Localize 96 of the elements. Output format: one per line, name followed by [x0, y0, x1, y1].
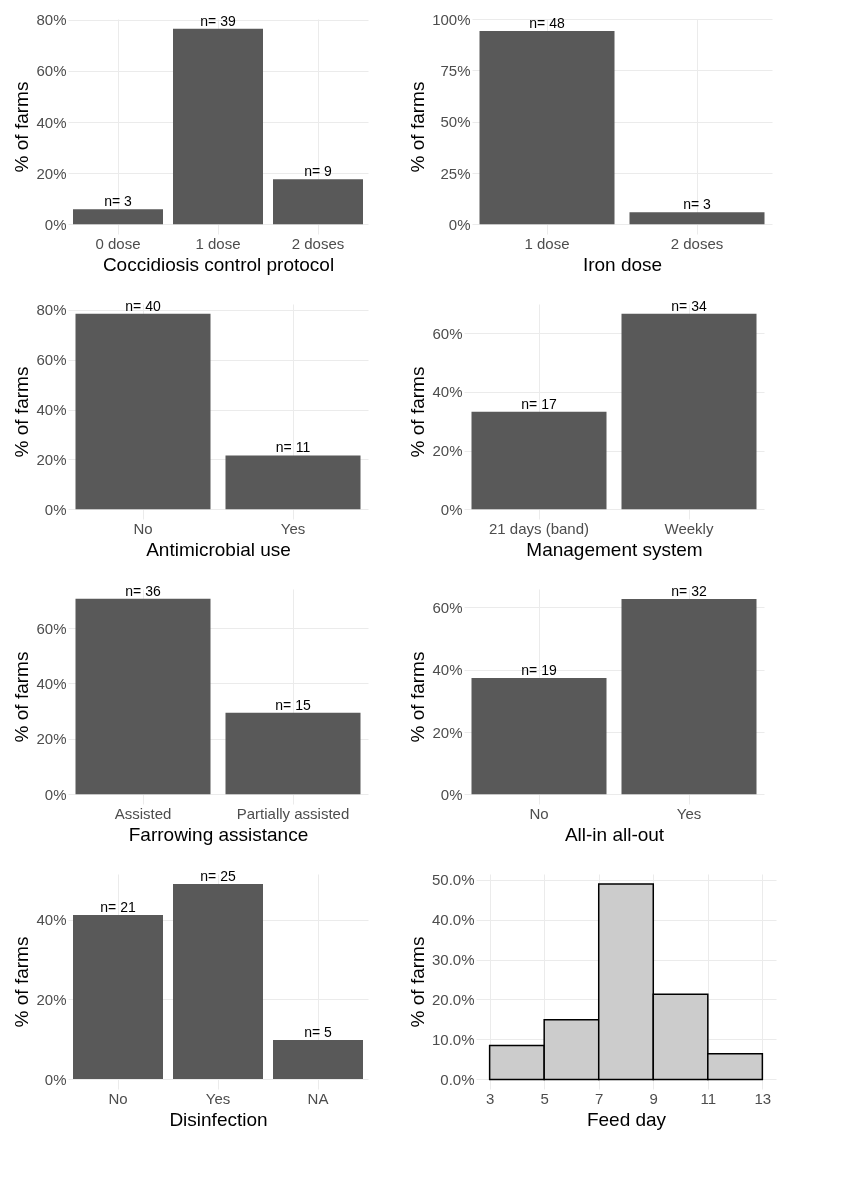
- y-tick-label: 20%: [36, 990, 67, 1008]
- x-axis-title: Disinfection: [169, 1108, 268, 1130]
- y-tick-label: 40%: [36, 401, 67, 418]
- y-axis-title: % of farms: [11, 936, 33, 1028]
- x-tick-label: 11: [700, 1089, 717, 1107]
- y-tick-label: 0%: [44, 500, 67, 518]
- y-tick-label: 40%: [36, 113, 67, 131]
- y-axis-title: % of farms: [407, 651, 429, 743]
- annotation: n= 32: [671, 582, 707, 599]
- annotation: n= 34: [671, 297, 707, 314]
- y-tick-label: 50%: [440, 113, 471, 131]
- y-tick-label: 0%: [44, 1070, 67, 1088]
- y-tick-label: 0%: [44, 215, 67, 233]
- x-tick-label: 2 doses: [291, 234, 345, 252]
- x-tick-label: No: [108, 1089, 128, 1107]
- x-tick-label: No: [529, 804, 549, 822]
- y-tick-label: 0%: [440, 785, 463, 803]
- x-axis-title: Farrowing assistance: [128, 823, 309, 845]
- annotation: n= 5: [304, 1024, 333, 1041]
- x-tick-label: Yes: [280, 519, 306, 537]
- y-tick-label: 0%: [448, 215, 471, 233]
- x-axis-title: Feed day: [586, 1108, 667, 1130]
- y-tick-label: 20%: [36, 450, 67, 468]
- annotation: n= 21: [100, 899, 136, 916]
- y-tick-label: 30.0%: [431, 951, 475, 969]
- y-tick-label: 60%: [36, 351, 67, 369]
- annotation: n= 17: [521, 395, 557, 412]
- y-tick-label: 50.0%: [431, 871, 475, 889]
- y-tick-label: 20%: [36, 164, 67, 182]
- annotation: n= 48: [529, 15, 565, 32]
- y-tick-label: 20%: [36, 730, 67, 748]
- x-tick-label: No: [133, 519, 153, 537]
- y-axis-title: % of farms: [11, 651, 33, 743]
- bar: [73, 209, 163, 225]
- y-tick-label: 10.0%: [431, 1030, 475, 1048]
- annotation: n= 39: [200, 12, 236, 29]
- x-tick-label: Assisted: [114, 804, 172, 822]
- bar: [273, 179, 363, 225]
- y-axis-title: % of farms: [11, 366, 33, 458]
- y-tick-label: 60%: [432, 598, 463, 616]
- bar: [173, 28, 263, 225]
- annotation: n= 11: [275, 439, 311, 456]
- y-axis-title: % of farms: [407, 366, 429, 458]
- x-axis-title: Antimicrobial use: [146, 538, 291, 560]
- x-tick-label: Weekly: [664, 519, 714, 537]
- y-tick-label: 0.0%: [440, 1070, 475, 1088]
- y-tick-label: 40%: [36, 911, 67, 929]
- y-tick-label: 40%: [36, 674, 67, 692]
- annotation: n= 19: [521, 662, 557, 679]
- x-tick-label: 2 doses: [670, 234, 724, 252]
- y-tick-label: 20.0%: [431, 990, 475, 1008]
- x-axis-title: Coccidiosis control protocol: [102, 253, 335, 275]
- annotation: n= 9: [304, 163, 333, 180]
- y-tick-label: 40%: [432, 661, 463, 679]
- y-tick-label: 0%: [44, 785, 67, 803]
- y-axis-title: % of farms: [11, 81, 33, 173]
- annotation: n= 15: [275, 696, 311, 713]
- y-tick-label: 60%: [36, 62, 67, 80]
- x-tick-label: 9: [649, 1089, 658, 1107]
- y-tick-label: 75%: [440, 61, 471, 79]
- x-axis-title: All-in all-out: [564, 823, 665, 845]
- y-axis-title: % of farms: [407, 81, 429, 173]
- x-tick-label: 13: [754, 1089, 772, 1107]
- y-tick-label: 60%: [432, 324, 463, 342]
- x-tick-label: NA: [307, 1089, 329, 1107]
- y-tick-label: 25%: [440, 164, 471, 182]
- annotation: n= 3: [104, 193, 133, 210]
- y-tick-label: 40%: [432, 383, 463, 401]
- y-tick-label: 100%: [432, 10, 471, 28]
- y-tick-label: 80%: [36, 301, 67, 319]
- y-tick-label: 0%: [440, 500, 463, 518]
- annotation: n= 40: [125, 297, 161, 314]
- x-tick-label: 1 dose: [195, 234, 241, 252]
- y-tick-label: 80%: [36, 11, 67, 29]
- bar: [173, 883, 263, 1080]
- x-tick-label: Partially assisted: [236, 804, 350, 822]
- x-tick-label: Yes: [676, 804, 702, 822]
- annotation: n= 25: [200, 867, 236, 884]
- x-tick-label: 0 dose: [95, 234, 141, 252]
- y-axis-title: % of farms: [406, 936, 428, 1028]
- bar: [273, 1040, 363, 1080]
- y-tick-label: 20%: [432, 723, 463, 741]
- x-axis-title: Management system: [526, 538, 703, 560]
- x-tick-label: 21 days (band): [488, 519, 590, 537]
- x-tick-label: 5: [540, 1089, 549, 1107]
- y-tick-label: 20%: [432, 442, 463, 460]
- annotation: n= 3: [683, 196, 712, 213]
- x-tick-label: 3: [485, 1089, 495, 1107]
- x-tick-label: Yes: [205, 1089, 231, 1107]
- y-tick-label: 40.0%: [431, 911, 475, 929]
- x-tick-label: 1 dose: [524, 234, 570, 252]
- y-tick-label: 60%: [36, 619, 67, 637]
- annotation: n= 36: [125, 582, 161, 599]
- x-tick-label: 7: [595, 1089, 604, 1107]
- x-axis-title: Iron dose: [582, 253, 663, 275]
- bar: [73, 915, 163, 1080]
